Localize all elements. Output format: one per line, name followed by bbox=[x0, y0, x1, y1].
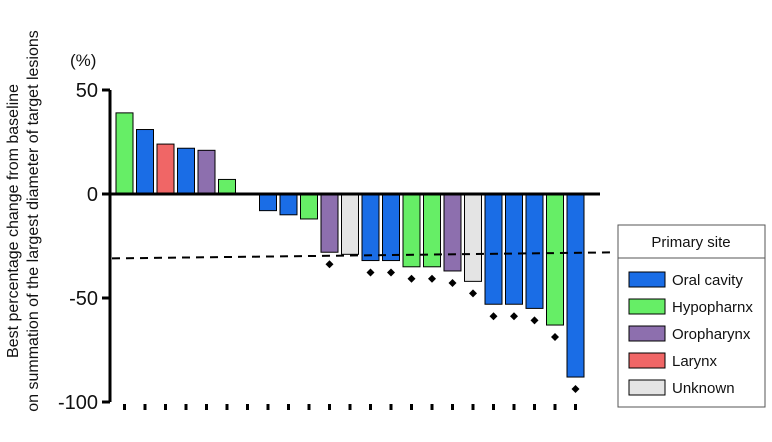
legend-label-larynx: Larynx bbox=[672, 353, 718, 370]
bar-oral bbox=[259, 193, 277, 212]
bar-oral bbox=[484, 193, 503, 305]
y-axis-title: Best percentage change from baseline on … bbox=[5, 30, 42, 412]
bar-hypo bbox=[300, 193, 318, 220]
bar-unknown bbox=[464, 193, 482, 282]
y-tick-label: -50 bbox=[69, 288, 98, 310]
bar-hypo bbox=[115, 112, 134, 195]
response-marker bbox=[448, 278, 457, 287]
y-tick-label: -100 bbox=[58, 392, 98, 414]
legend: Primary site Oral cavity Hypopharnx Oropha… bbox=[617, 224, 766, 408]
response-marker bbox=[571, 385, 580, 394]
legend-label-unknown: Unknown bbox=[672, 380, 735, 397]
bar-oral bbox=[177, 147, 195, 195]
bar-oro bbox=[320, 193, 339, 253]
response-marker bbox=[469, 289, 477, 298]
response-marker bbox=[489, 312, 498, 321]
y-axis-ticks: 50 0 -50 -100 bbox=[58, 80, 110, 414]
response-marker bbox=[387, 268, 395, 277]
legend-entries: Oral cavity Hypopharnx Oropharynx Larynx Unk… bbox=[628, 271, 753, 397]
bar-larynx bbox=[156, 143, 175, 195]
bars bbox=[115, 112, 585, 378]
legend-label-oral: Oral cavity bbox=[672, 272, 743, 289]
bar-hypo bbox=[423, 193, 441, 268]
legend-title: Primary site bbox=[651, 234, 730, 251]
bar-oro bbox=[197, 149, 216, 195]
legend-swatch-hypo bbox=[628, 298, 666, 315]
response-marker bbox=[530, 316, 539, 325]
bar-oro bbox=[443, 193, 462, 272]
response-markers bbox=[325, 260, 580, 394]
legend-label-hypo: Hypopharnx bbox=[672, 299, 753, 316]
bar-unknown bbox=[341, 193, 359, 255]
bar-oral bbox=[505, 193, 523, 305]
legend-swatch-unknown bbox=[628, 379, 666, 396]
bar-oral bbox=[525, 193, 544, 309]
bar-hypo bbox=[218, 178, 236, 195]
response-marker bbox=[551, 333, 559, 342]
y-tick-label: 0 bbox=[87, 184, 98, 206]
legend-label-oro: Oropharynx bbox=[672, 326, 751, 343]
legend-swatch-oro bbox=[628, 325, 666, 342]
bar-oral bbox=[566, 193, 585, 378]
bar-oral bbox=[279, 193, 298, 216]
bar-oral bbox=[361, 193, 380, 262]
y-axis-title-line-2: on summation of the largest diameter of … bbox=[25, 30, 42, 412]
unit-label: (%) bbox=[70, 51, 96, 70]
legend-swatch-oral bbox=[628, 271, 666, 288]
bar-hypo bbox=[402, 193, 421, 268]
response-marker bbox=[510, 312, 518, 321]
legend-swatch-larynx bbox=[628, 352, 666, 369]
x-axis-ticks bbox=[123, 404, 577, 410]
bar-oral bbox=[136, 129, 154, 195]
y-tick-label: 50 bbox=[76, 80, 98, 102]
bar-hypo bbox=[546, 193, 564, 326]
response-marker bbox=[366, 268, 375, 277]
legend-box bbox=[617, 224, 766, 408]
response-marker bbox=[407, 274, 416, 283]
response-marker bbox=[428, 274, 436, 283]
bar-oral bbox=[382, 193, 400, 262]
y-axis-title-line-1: Best percentage change from baseline bbox=[5, 84, 22, 358]
response-marker bbox=[325, 260, 334, 269]
